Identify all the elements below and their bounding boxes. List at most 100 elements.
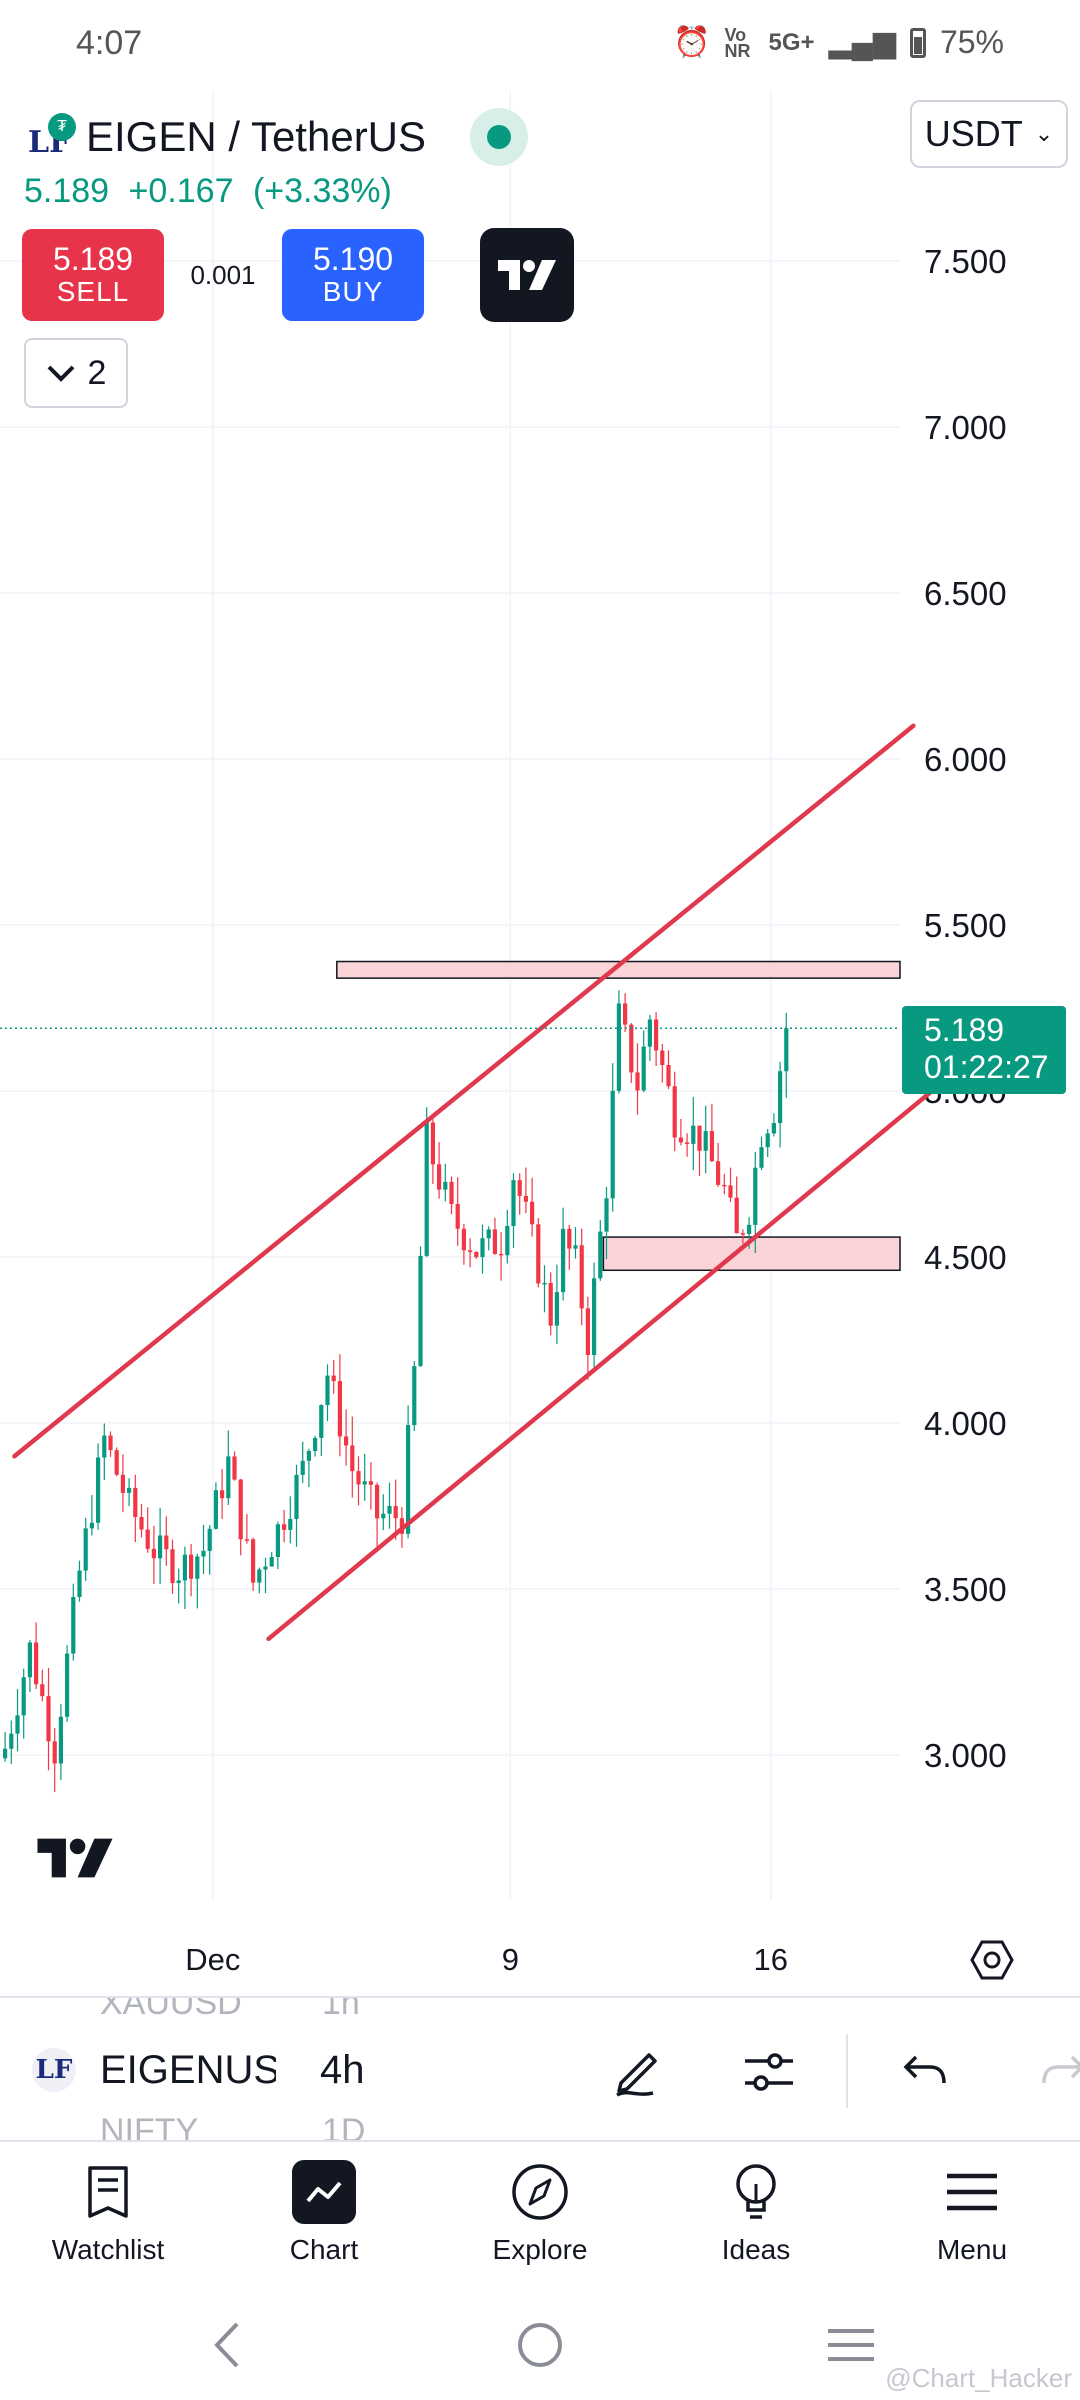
candle-body: [71, 1597, 76, 1654]
candle-body: [350, 1445, 355, 1472]
candle-body: [561, 1228, 566, 1293]
candle-body: [449, 1181, 454, 1205]
candle-body: [647, 1019, 652, 1047]
candle-body: [505, 1225, 510, 1256]
buy-button[interactable]: 5.190 BUY: [282, 229, 424, 321]
nav-chart[interactable]: Chart: [216, 2142, 432, 2290]
candle-body: [573, 1245, 578, 1249]
recents-icon[interactable]: [816, 2310, 886, 2380]
sell-button[interactable]: 5.189 SELL: [22, 229, 164, 321]
candle-body: [27, 1642, 32, 1678]
candle-body: [691, 1125, 696, 1144]
candle-body: [226, 1456, 231, 1499]
indicators-toggle-button[interactable]: 2: [24, 338, 128, 408]
nav-menu[interactable]: Menu: [864, 2142, 1080, 2290]
tradingview-logo-icon: [498, 260, 556, 290]
candle-body: [145, 1529, 150, 1549]
candle-body: [114, 1450, 119, 1475]
nav-watchlist[interactable]: Watchlist: [0, 2142, 216, 2290]
candle-body: [275, 1524, 280, 1557]
sell-label: SELL: [56, 276, 130, 308]
prev-interval[interactable]: 1h: [322, 1996, 360, 2022]
back-icon[interactable]: [192, 2310, 262, 2380]
candle-body: [629, 1024, 634, 1073]
candle-body: [753, 1167, 758, 1225]
candle-body: [641, 1046, 646, 1091]
candle-body: [654, 1019, 659, 1051]
price-chart[interactable]: 3.0003.5004.0004.5005.0005.5006.0006.500…: [0, 88, 1080, 1996]
candle-body: [207, 1528, 212, 1551]
candle-body: [511, 1180, 516, 1226]
candle-body: [393, 1505, 398, 1519]
candle-body: [89, 1522, 94, 1529]
candle-body: [406, 1425, 411, 1534]
indicators-settings-icon[interactable]: [736, 2038, 802, 2104]
candle-body: [337, 1381, 342, 1437]
author-credit: @Chart_Hacker: [885, 2363, 1072, 2393]
candle-body: [418, 1255, 423, 1367]
undo-icon[interactable]: [892, 2038, 958, 2104]
candle-body: [331, 1375, 336, 1382]
candle-body: [747, 1224, 752, 1234]
redo-icon[interactable]: [1030, 2038, 1080, 2104]
tradingview-button[interactable]: [480, 228, 574, 322]
candle-body: [468, 1250, 473, 1252]
channel-upper-line: [12, 723, 916, 1459]
candle-body: [740, 1233, 745, 1235]
candle-body: [9, 1733, 14, 1749]
interval-selector[interactable]: 4h: [320, 2048, 365, 2092]
toolbar-divider: [846, 2034, 848, 2108]
system-navigation: @Chart_Hacker: [0, 2290, 1080, 2400]
candle-body: [189, 1554, 194, 1579]
next-symbol[interactable]: NIFTY: [100, 2112, 199, 2140]
nav-label: Ideas: [721, 2234, 791, 2265]
candle-body: [523, 1195, 528, 1202]
prev-symbol[interactable]: XAUUSD: [100, 1996, 242, 2022]
chart-settings-icon[interactable]: [970, 1938, 1014, 1982]
candle-body: [306, 1451, 311, 1461]
battery-level: 75%: [939, 24, 1004, 60]
signal-icon: ▂▄▆: [828, 26, 896, 59]
candle-body: [412, 1366, 417, 1426]
next-interval[interactable]: 1D: [322, 2112, 366, 2140]
symbol-title[interactable]: EIGEN / TetherUS: [86, 113, 427, 160]
home-icon[interactable]: [505, 2310, 575, 2380]
tradingview-watermark-icon: [32, 1836, 118, 1885]
candle-body: [734, 1197, 739, 1234]
price-tick-label: 3.000: [924, 1737, 1007, 1774]
candle-body: [356, 1471, 361, 1485]
candle-body: [517, 1180, 522, 1196]
candle-body: [325, 1375, 330, 1406]
trade-panel: 5.189 SELL 0.001 5.190 BUY: [22, 228, 574, 322]
candle-body: [344, 1436, 349, 1446]
candle-body: [455, 1204, 460, 1229]
candle-body: [34, 1642, 39, 1685]
candle-body: [784, 1028, 789, 1072]
candle-body: [46, 1696, 51, 1742]
spread-value: 0.001: [190, 259, 256, 290]
last-price: 5.189: [24, 172, 110, 210]
nav-label: Watchlist: [51, 2234, 165, 2265]
drawing-tool-icon[interactable]: [604, 2038, 670, 2104]
candle-body: [96, 1457, 101, 1523]
candle-body: [77, 1570, 82, 1598]
candle-body: [3, 1748, 8, 1759]
candle-body: [313, 1437, 318, 1452]
candle-body: [697, 1125, 702, 1151]
symbol-selector[interactable]: EIGENUSDT: [100, 2048, 276, 2092]
candle-body: [52, 1741, 57, 1764]
candle-body: [151, 1548, 156, 1559]
nav-ideas[interactable]: Ideas: [648, 2142, 864, 2290]
symbol-header[interactable]: LF ₮ EIGEN / TetherUS: [28, 108, 529, 166]
candle-body: [716, 1161, 721, 1185]
price-tick-label: 6.000: [924, 741, 1007, 778]
currency-select[interactable]: USDT ⌄: [910, 100, 1068, 168]
candle-body: [83, 1528, 88, 1571]
candle-body: [635, 1072, 640, 1091]
nav-explore[interactable]: Explore: [432, 2142, 648, 2290]
candle-body: [201, 1550, 206, 1557]
document-icon: [76, 2160, 140, 2224]
price-tick-label: 4.500: [924, 1239, 1007, 1276]
market-open-indicator: [470, 108, 529, 166]
candle-body: [486, 1229, 491, 1239]
